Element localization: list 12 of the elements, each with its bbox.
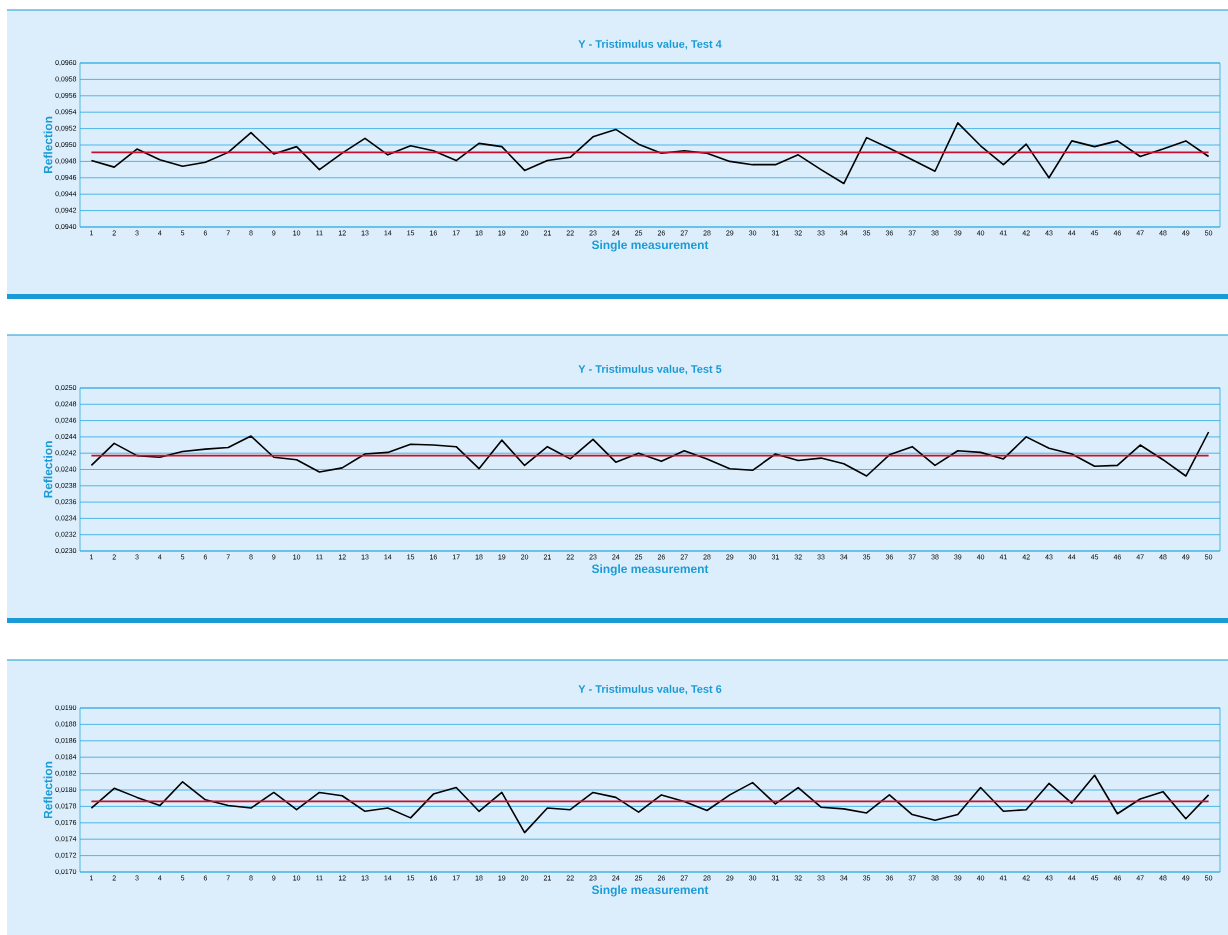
line-series [90,122,1210,185]
x-axis-title: Single measurement [591,240,709,252]
x-axis-title: Single measurement [591,885,709,897]
line-series [90,431,1210,477]
chart-title: Y - Tristimulus value, Test 5 [578,364,722,375]
x-axis-title: Single measurement [591,564,709,576]
chart-title: Y - Tristimulus value, Test 6 [578,684,722,695]
y-axis-title: Reflection [43,116,53,174]
y-axis-title: Reflection [43,441,53,498]
line-series [90,774,1210,834]
chart-title: Y - Tristimulus value, Test 4 [578,39,722,50]
y-axis-title: Reflection [43,761,53,819]
